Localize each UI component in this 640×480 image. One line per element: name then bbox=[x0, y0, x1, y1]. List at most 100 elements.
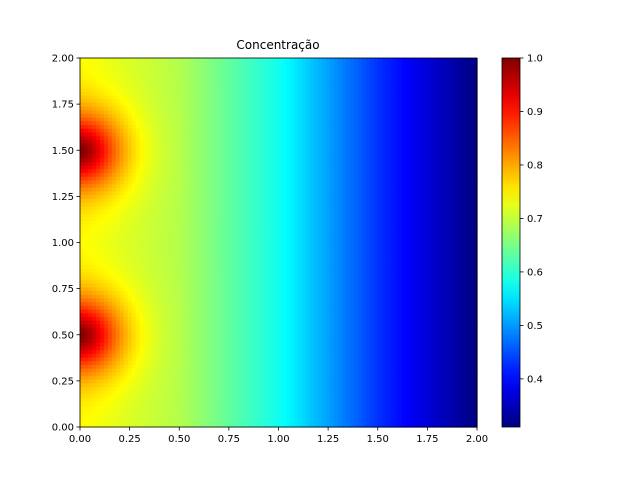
heatmap-cell bbox=[123, 242, 129, 247]
heatmap-cell bbox=[83, 415, 89, 421]
heatmap-cell bbox=[290, 294, 295, 299]
heatmap-cell bbox=[234, 249, 240, 255]
heatmap-cell bbox=[294, 319, 299, 325]
heatmap-cell bbox=[445, 360, 450, 365]
heatmap-cell bbox=[123, 283, 129, 288]
heatmap-cell bbox=[353, 264, 359, 269]
heatmap-cell bbox=[171, 257, 176, 262]
heatmap-cell bbox=[250, 390, 256, 395]
heatmap-cell bbox=[95, 364, 101, 369]
heatmap-cell bbox=[258, 275, 264, 280]
heatmap-cell bbox=[318, 360, 323, 365]
heatmap-cell bbox=[195, 301, 200, 306]
heatmap-cell bbox=[107, 283, 113, 288]
heatmap-cell bbox=[99, 423, 105, 428]
heatmap-cell bbox=[425, 242, 430, 247]
heatmap-cell bbox=[334, 342, 339, 347]
heatmap-cell bbox=[183, 319, 188, 325]
heatmap-cell bbox=[306, 272, 311, 277]
heatmap-cell bbox=[99, 327, 105, 332]
heatmap-cell bbox=[278, 301, 284, 306]
heatmap-cell bbox=[83, 264, 89, 269]
heatmap-cell bbox=[270, 386, 276, 391]
heatmap-cell bbox=[111, 305, 117, 310]
heatmap-cell bbox=[123, 316, 129, 321]
heatmap-cell bbox=[461, 286, 466, 292]
heatmap-cell bbox=[211, 390, 216, 395]
heatmap-cell bbox=[457, 249, 462, 255]
heatmap-cell bbox=[421, 356, 426, 362]
heatmap-cell bbox=[330, 331, 335, 336]
heatmap-cell bbox=[103, 345, 109, 351]
heatmap-cell bbox=[314, 408, 319, 413]
heatmap-cell bbox=[214, 353, 220, 358]
heatmap-cell bbox=[211, 294, 216, 299]
heatmap-cell bbox=[258, 338, 264, 343]
heatmap-cell bbox=[155, 312, 160, 317]
heatmap-cell bbox=[278, 260, 284, 266]
heatmap-cell bbox=[250, 404, 256, 410]
heatmap-cell bbox=[139, 319, 145, 325]
heatmap-cell bbox=[469, 312, 474, 317]
heatmap-cell bbox=[361, 390, 367, 395]
heatmap-cell bbox=[147, 408, 153, 413]
heatmap-cell bbox=[127, 327, 133, 332]
heatmap-cell bbox=[175, 286, 180, 292]
heatmap-cell bbox=[179, 319, 184, 325]
heatmap-cell bbox=[417, 260, 423, 266]
heatmap-cell bbox=[373, 275, 379, 280]
heatmap-cell bbox=[159, 360, 164, 365]
heatmap-cell bbox=[179, 415, 184, 421]
heatmap-cell bbox=[334, 268, 339, 273]
heatmap-cell bbox=[91, 331, 97, 336]
heatmap-cell bbox=[469, 364, 474, 369]
heatmap-cell bbox=[103, 353, 109, 358]
heatmap-cell bbox=[429, 367, 434, 373]
heatmap-cell bbox=[318, 246, 323, 251]
heatmap-cell bbox=[334, 253, 339, 258]
heatmap-cell bbox=[334, 345, 339, 351]
heatmap-cell bbox=[230, 268, 236, 273]
heatmap-cell bbox=[413, 301, 419, 306]
heatmap-cell bbox=[250, 305, 256, 310]
heatmap-cell bbox=[361, 279, 367, 284]
heatmap-cell bbox=[425, 260, 430, 266]
heatmap-cell bbox=[314, 294, 319, 299]
heatmap-cell bbox=[91, 268, 97, 273]
heatmap-cell bbox=[290, 308, 295, 314]
heatmap-cell bbox=[179, 386, 184, 391]
heatmap-cell bbox=[338, 360, 343, 365]
heatmap-cell bbox=[151, 345, 157, 351]
heatmap-cell bbox=[282, 297, 288, 303]
heatmap-cell bbox=[445, 257, 450, 262]
heatmap-cell bbox=[393, 316, 399, 321]
heatmap-cell bbox=[171, 364, 176, 369]
heatmap-cell bbox=[266, 334, 272, 340]
heatmap-cell bbox=[246, 246, 252, 251]
heatmap-cell bbox=[334, 382, 339, 388]
heatmap-cell bbox=[314, 323, 319, 328]
heatmap-cell bbox=[445, 305, 450, 310]
heatmap-cell bbox=[373, 404, 379, 410]
heatmap-cell bbox=[222, 364, 228, 369]
heatmap-cell bbox=[115, 308, 121, 314]
heatmap-cell bbox=[338, 305, 343, 310]
heatmap-cell bbox=[111, 334, 117, 340]
heatmap-cell bbox=[298, 349, 303, 354]
heatmap-cell bbox=[473, 294, 478, 299]
heatmap-cell bbox=[270, 260, 276, 266]
heatmap-cell bbox=[266, 286, 272, 292]
heatmap-cell bbox=[290, 408, 295, 413]
heatmap-cell bbox=[389, 283, 395, 288]
heatmap-cell bbox=[123, 367, 129, 373]
heatmap-cell bbox=[461, 272, 466, 277]
heatmap-cell bbox=[389, 397, 395, 402]
heatmap-cell bbox=[389, 364, 395, 369]
heatmap-cell bbox=[207, 283, 212, 288]
heatmap-cell bbox=[107, 268, 113, 273]
heatmap-cell bbox=[349, 397, 355, 402]
heatmap-cell bbox=[405, 283, 411, 288]
heatmap-cell bbox=[254, 423, 260, 428]
heatmap-cell bbox=[115, 401, 121, 406]
heatmap-cell bbox=[373, 268, 379, 273]
